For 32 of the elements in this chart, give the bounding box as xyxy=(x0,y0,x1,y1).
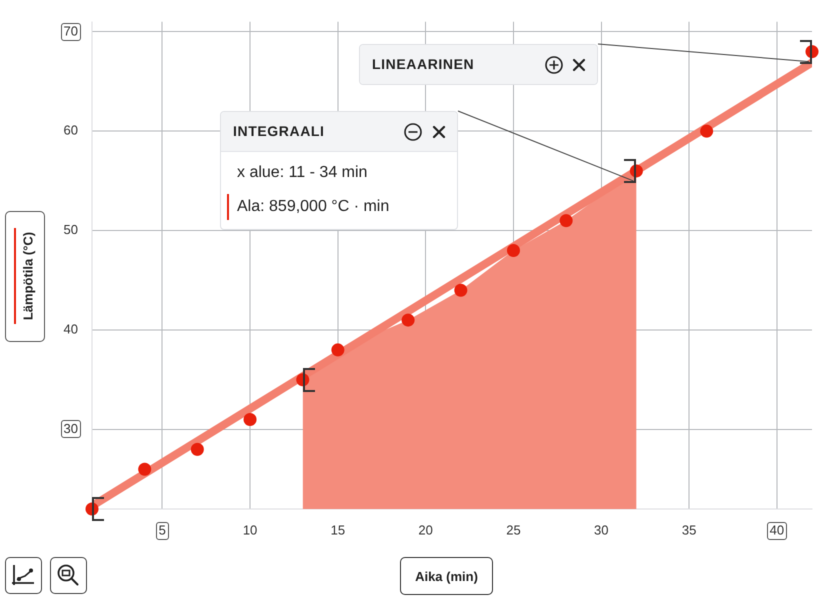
info-panel: INTEGRAALI x alue: 11 - 34 min Ala: 859,000 °C · min xyxy=(220,111,458,230)
annotation: x alue: 11 - 34 min xyxy=(237,164,368,181)
y-tick-label: 60 xyxy=(64,122,78,138)
x-tick-label: 30 xyxy=(594,522,609,538)
label-frame: Lämpötila (°C) xyxy=(5,211,45,342)
point xyxy=(138,462,152,476)
y-tick-label: 70 xyxy=(64,23,78,38)
info-panel: LINEAARINEN xyxy=(359,44,598,85)
annotation: INTEGRAALI xyxy=(233,123,325,139)
point xyxy=(560,214,573,228)
y-tick-label: 30 xyxy=(64,421,78,436)
annotation: LINEAARINEN xyxy=(372,56,474,72)
x-axis-title: Aika (min) xyxy=(415,568,478,584)
point xyxy=(700,124,714,138)
y-tick-label: 40 xyxy=(64,322,78,337)
label-frame: Aika (min) xyxy=(400,557,493,595)
point xyxy=(190,442,204,456)
point xyxy=(454,284,468,297)
x-tick-label: 20 xyxy=(418,522,433,538)
point xyxy=(331,343,344,356)
point xyxy=(402,314,415,327)
point xyxy=(506,244,520,257)
x-tick-label: 15 xyxy=(330,522,346,538)
x-tick-label: 5 xyxy=(158,522,166,538)
x-tick-label: 40 xyxy=(770,522,784,538)
x-tick-label: 35 xyxy=(682,522,696,538)
y-axis-title: Lämpötila (°C) xyxy=(20,232,36,320)
y-tick-label: 50 xyxy=(64,222,78,238)
annotation: Ala: 859,000 °C · min xyxy=(237,198,390,215)
x-tick-label: 25 xyxy=(506,522,521,538)
x-tick-label: 10 xyxy=(242,522,258,538)
point xyxy=(244,413,257,426)
